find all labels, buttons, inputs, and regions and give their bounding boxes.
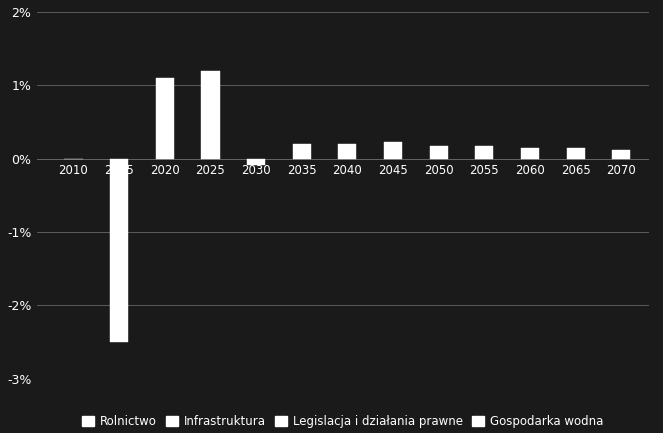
Bar: [612, 150, 631, 158]
Text: 2055: 2055: [469, 165, 499, 178]
Bar: [430, 146, 448, 158]
Text: 2050: 2050: [424, 165, 453, 178]
Bar: [292, 144, 311, 158]
Bar: [156, 78, 174, 158]
Text: 2045: 2045: [378, 165, 408, 178]
Bar: [475, 146, 493, 158]
Text: 2065: 2065: [561, 165, 591, 178]
Text: 2020: 2020: [150, 165, 180, 178]
Text: 2010: 2010: [58, 165, 88, 178]
Text: 2040: 2040: [332, 165, 362, 178]
Bar: [110, 158, 128, 342]
Text: 2025: 2025: [196, 165, 225, 178]
Bar: [247, 158, 265, 165]
Legend: Rolnictwo, Infrastruktura, Legislacja i działania prawne, Gospodarka wodna: Rolnictwo, Infrastruktura, Legislacja i …: [78, 411, 607, 431]
Bar: [566, 149, 585, 158]
Bar: [384, 142, 402, 158]
Text: 2060: 2060: [515, 165, 545, 178]
Bar: [338, 144, 357, 158]
Text: 2035: 2035: [287, 165, 316, 178]
Text: 2030: 2030: [241, 165, 271, 178]
Text: 2070: 2070: [607, 165, 636, 178]
Bar: [202, 71, 219, 158]
Text: 2015: 2015: [104, 165, 134, 178]
Bar: [521, 149, 539, 158]
